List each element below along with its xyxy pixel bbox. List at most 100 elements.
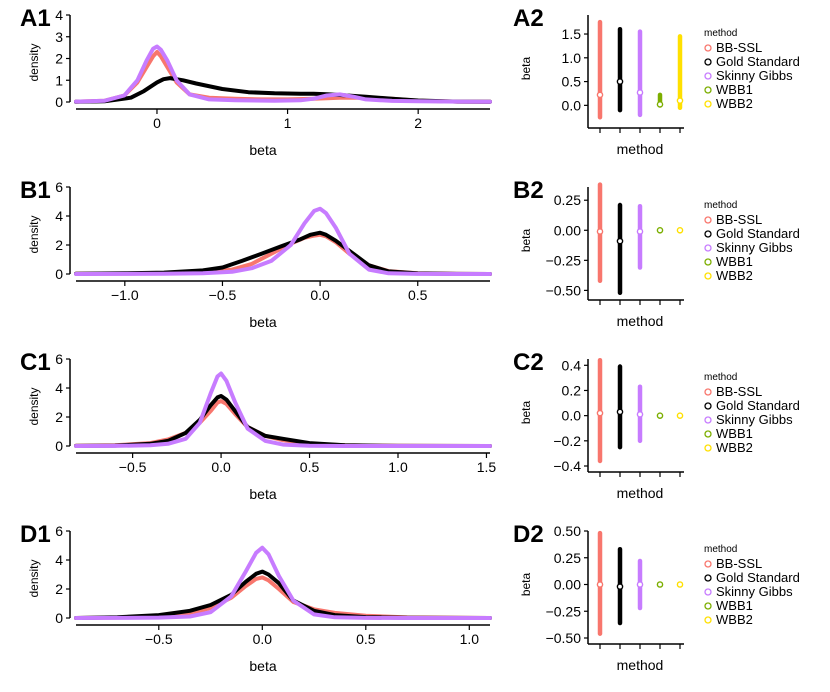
y-tick-label: 3 (55, 29, 63, 45)
y-tick-label: 0.50 (554, 523, 581, 539)
y-tick-label: 0.5 (562, 74, 582, 90)
panel-label: A1 (20, 5, 51, 32)
interval-point-wbb2 (676, 97, 684, 104)
x-tick-label: −1.0 (111, 287, 139, 303)
panel-label: D1 (20, 521, 51, 548)
x-tick-label: 0.5 (408, 287, 428, 303)
x-tick-label: 1.5 (477, 459, 497, 475)
legend-key-skinny-gibbs (704, 244, 712, 252)
density-line-gold-standard (74, 394, 492, 448)
x-axis-title: beta (249, 142, 276, 158)
density-line-skinny-gibbs (74, 371, 492, 448)
y-tick-label: 0 (55, 438, 63, 454)
y-tick-label: 4 (55, 208, 63, 224)
legend-entry: Gold Standard (716, 54, 800, 69)
density-panel-D1: D1 0 2 4 6 −0.5 0.0 0.5 1.0 beta density (20, 521, 492, 674)
x-tick-label: −0.5 (119, 459, 147, 475)
x-tick-label: 0 (153, 115, 161, 131)
density-line-bb-ssl (74, 232, 492, 276)
interval-panel-D2: D2 −0.50 −0.25 0.00 0.25 0.50 method beta (513, 521, 684, 673)
x-axis-title: method (617, 485, 664, 501)
density-panel-A1: A1 0 1 2 3 4 0 1 2 beta density (20, 5, 492, 158)
legend-entry: BB-SSL (716, 212, 762, 227)
interval-point-gold-standard (616, 237, 624, 245)
legend-key-skinny-gibbs (704, 588, 712, 596)
legend-key-wbb1 (704, 430, 712, 438)
x-tick-label: 1.0 (460, 631, 480, 647)
y-tick-label: 6 (55, 179, 63, 195)
y-tick-label: 1 (55, 72, 63, 88)
x-tick-label: 0.0 (310, 287, 330, 303)
x-tick-label: 2 (414, 115, 422, 131)
y-tick-label: 2 (55, 409, 63, 425)
x-tick-label: 0.0 (211, 459, 231, 475)
legend-entry: Skinny Gibbs (716, 412, 793, 427)
interval-point-gold-standard (616, 408, 624, 416)
density-panel-C1: C1 0 2 4 6 −0.5 0.0 0.5 1.0 1.5 beta density (20, 349, 496, 502)
legend-key-gold-standard (704, 574, 712, 582)
y-tick-label: 0.0 (562, 408, 582, 424)
y-tick-label: 0.4 (562, 357, 582, 373)
x-tick-label: −0.5 (145, 631, 173, 647)
y-tick-label: 4 (55, 380, 63, 396)
y-axis-title: beta (519, 400, 533, 424)
x-axis-title: method (617, 657, 664, 673)
y-axis-title: beta (519, 228, 533, 252)
legend-entry: WBB2 (716, 268, 753, 283)
y-tick-label: 6 (55, 351, 63, 367)
legend-title: method (704, 28, 737, 39)
legend-key-wbb1 (704, 602, 712, 610)
legend-entry: Gold Standard (716, 570, 800, 585)
legend-key-bb-ssl (704, 388, 712, 396)
legend-key-wbb1 (704, 258, 712, 266)
interval-point-wbb2 (676, 226, 684, 234)
interval-point-bb-ssl (596, 91, 604, 99)
panel-label: C1 (20, 349, 51, 376)
y-axis-title: beta (519, 572, 533, 596)
legend-entry: BB-SSL (716, 384, 762, 399)
x-axis-title: beta (249, 658, 276, 674)
y-tick-label: 4 (55, 7, 63, 23)
legend-key-wbb2 (704, 100, 712, 108)
legend-entry: BB-SSL (716, 40, 762, 55)
y-axis-title: density (27, 215, 41, 253)
interval-panel-A2: A2 0.0 0.5 1.0 1.5 method beta (513, 5, 684, 157)
density-line-skinny-gibbs (74, 545, 492, 620)
legend-key-gold-standard (704, 230, 712, 238)
y-tick-label: 1.5 (562, 26, 582, 42)
x-tick-label: 0.5 (356, 631, 376, 647)
interval-panel-C2: C2 −0.4 −0.2 0.0 0.2 0.4 method beta (513, 349, 684, 501)
legend-key-skinny-gibbs (704, 416, 712, 424)
legend-key-wbb2 (704, 444, 712, 452)
y-tick-label: 0.2 (562, 382, 582, 398)
legend-entry: WBB2 (716, 612, 753, 627)
legend-entry: Skinny Gibbs (716, 584, 793, 599)
legend-entry: BB-SSL (716, 556, 762, 571)
y-tick-label: 0.0 (562, 97, 582, 113)
legend-title: method (704, 544, 737, 555)
y-axis-title: density (27, 387, 41, 425)
legend-entry: WBB1 (716, 82, 753, 97)
legend-key-bb-ssl (704, 44, 712, 52)
y-tick-label: 2 (55, 581, 63, 597)
interval-point-bb-ssl (596, 409, 604, 417)
y-tick-label: −0.4 (553, 458, 581, 474)
y-tick-label: 0.00 (554, 577, 581, 593)
y-tick-label: 0.00 (554, 222, 581, 238)
y-tick-label: 0.25 (554, 550, 581, 566)
interval-point-skinny-gibbs (636, 411, 644, 418)
y-tick-label: −0.2 (553, 433, 581, 449)
interval-point-skinny-gibbs (636, 581, 644, 588)
interval-point-wbb1 (656, 581, 664, 588)
interval-point-wbb1 (656, 101, 664, 108)
y-axis-title: beta (519, 56, 533, 80)
legend-entry: Gold Standard (716, 398, 800, 413)
interval-point-gold-standard (616, 583, 624, 590)
interval-point-gold-standard (616, 78, 624, 85)
legend-entry: WBB2 (716, 96, 753, 111)
y-tick-label: −0.50 (546, 630, 582, 646)
panel-label: D2 (513, 521, 544, 548)
